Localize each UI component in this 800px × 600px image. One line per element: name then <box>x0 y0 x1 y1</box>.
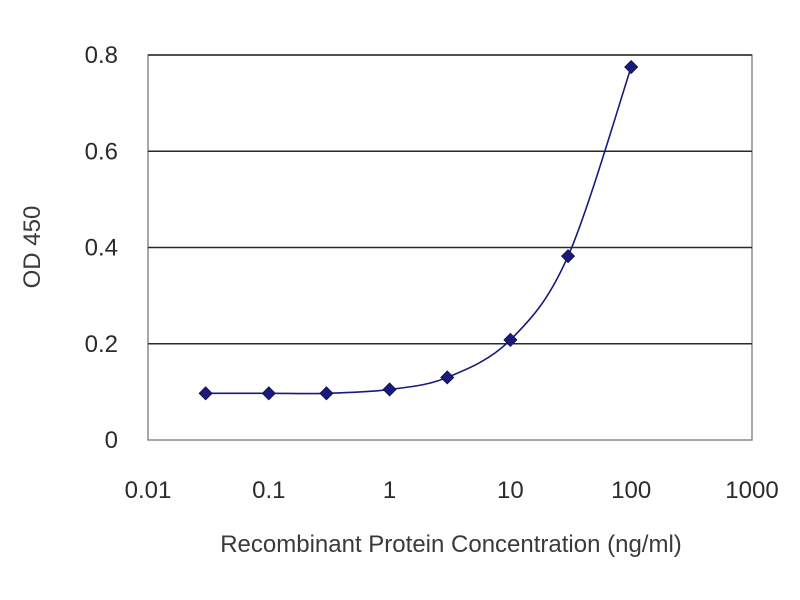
data-point-1 <box>261 386 276 401</box>
x-tick-label: 0.01 <box>125 477 172 504</box>
data-point-7 <box>624 59 639 75</box>
x-tick-labels: 0.01 0.1 1 10 100 1000 <box>125 477 779 504</box>
x-tick-label: 1 <box>383 477 396 504</box>
y-tick-label: 0.2 <box>85 331 118 358</box>
y-tick-labels: 0 0.2 0.4 0.6 0.8 <box>85 42 118 454</box>
data-points <box>198 59 639 401</box>
data-point-0 <box>198 386 213 401</box>
data-point-2 <box>319 386 334 401</box>
y-axis-title: OD 450 <box>19 206 46 289</box>
x-tick-label: 10 <box>497 477 524 504</box>
data-point-3 <box>382 382 397 397</box>
gridlines <box>148 54 752 345</box>
y-tick-label: 0.6 <box>85 138 118 165</box>
data-point-5 <box>503 332 518 347</box>
x-tick-label: 1000 <box>725 477 778 504</box>
x-tick-label: 0.1 <box>252 477 285 504</box>
data-point-4 <box>440 370 455 385</box>
y-tick-label: 0.8 <box>85 42 118 69</box>
data-point-6 <box>560 249 576 264</box>
x-axis-title: Recombinant Protein Concentration (ng/ml… <box>220 531 682 558</box>
y-tick-label: 0.4 <box>85 235 118 262</box>
y-tick-label: 0 <box>105 427 118 454</box>
x-tick-label: 100 <box>611 477 651 504</box>
